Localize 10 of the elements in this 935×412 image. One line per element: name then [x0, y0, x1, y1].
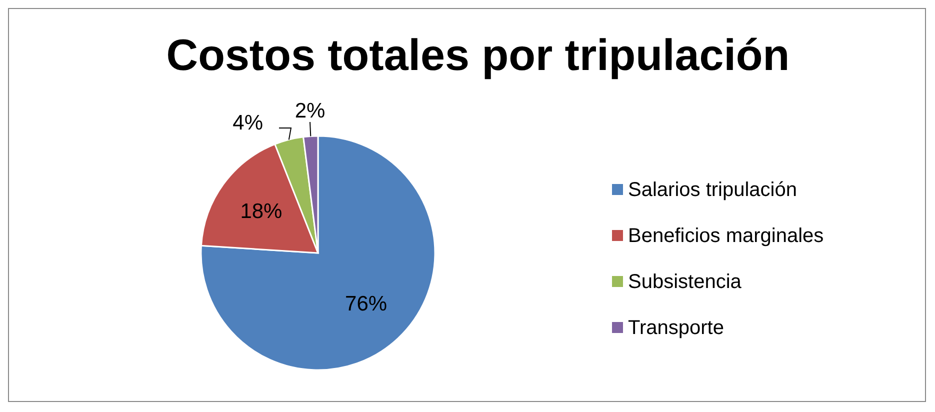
pie-slice — [200, 135, 436, 371]
data-label: 4% — [232, 112, 263, 134]
chart-title: Costos totales por tripulación — [166, 31, 790, 80]
legend-label: Salarios tripulación — [628, 179, 797, 201]
data-label: 18% — [240, 200, 282, 224]
legend-label: Beneficios marginales — [628, 225, 824, 247]
legend-label: Subsistencia — [628, 271, 742, 293]
legend-label: Transporte — [628, 317, 724, 339]
data-label: 2% — [294, 100, 326, 122]
data-label: 76% — [345, 292, 388, 316]
